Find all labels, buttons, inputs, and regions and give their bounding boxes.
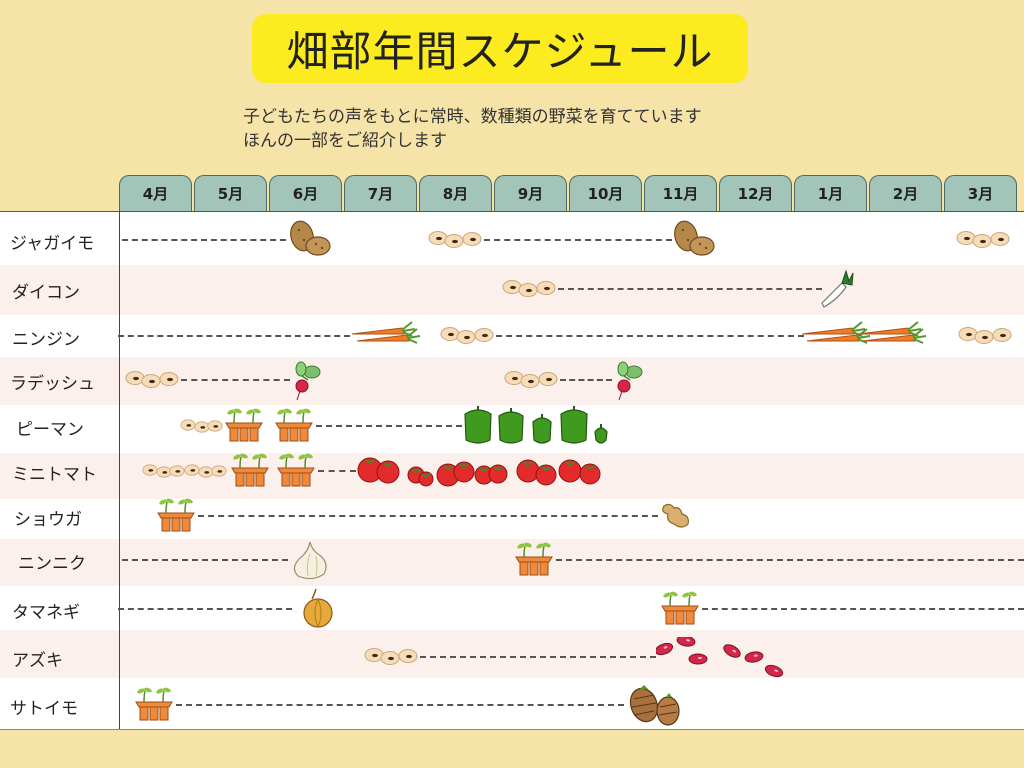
month-tab: 1月: [794, 175, 867, 211]
seedling-pot-icon: [275, 407, 313, 442]
seeds-icon: [125, 371, 179, 388]
vegetable-label: タマネギ: [12, 603, 80, 623]
subtitle-line-2: ほんの一部をご紹介します: [243, 131, 447, 151]
title-banner: 畑部年間スケジュール: [252, 14, 748, 83]
month-tab: 6月: [269, 175, 342, 211]
schedule-dash-line: [118, 335, 350, 337]
carrot-icon: [351, 321, 421, 344]
schedule-dash-line: [316, 425, 462, 427]
schedule-row: [0, 630, 1024, 678]
schedule-dash-line: [420, 656, 656, 658]
month-tab: 8月: [419, 175, 492, 211]
daikon-icon: [821, 269, 854, 308]
schedule-row: [0, 212, 1024, 265]
schedule-dash-line: [702, 608, 1024, 610]
schedule-dash-line: [118, 608, 292, 610]
taro-icon: [629, 685, 680, 726]
schedule-row: [0, 539, 1024, 586]
vegetable-label: ミニトマト: [12, 465, 97, 485]
schedule-dash-line: [484, 239, 672, 241]
schedule-dash-line: [558, 288, 822, 290]
seeds-icon: [428, 231, 482, 248]
vegetable-label: ダイコン: [12, 283, 80, 303]
carrot-icon: [857, 321, 927, 344]
seedling-pot-icon: [225, 407, 263, 442]
seeds-icon: [956, 231, 1010, 248]
vegetable-label: ニンニク: [18, 554, 86, 574]
seeds-icon: [502, 280, 556, 297]
month-tab: 5月: [194, 175, 267, 211]
seedling-pot-icon: [661, 590, 699, 625]
seeds-icon: [440, 327, 494, 344]
garlic-icon: [293, 541, 327, 580]
schedule-dash-line: [122, 559, 288, 561]
schedule-dash-line: [198, 515, 658, 517]
schedule-dash-line: [318, 470, 356, 472]
seedling-pot-icon: [277, 452, 315, 487]
radish-icon: [617, 361, 643, 401]
tomato-icon: [357, 457, 601, 487]
vegetable-label: アズキ: [12, 651, 63, 671]
month-tab: 7月: [344, 175, 417, 211]
schedule-dash-line: [122, 239, 286, 241]
seeds-icon: [184, 464, 227, 478]
vegetable-label: ニンジン: [12, 330, 80, 350]
seedling-pot-icon: [515, 541, 553, 576]
seeds-icon: [142, 464, 185, 478]
month-tab: 4月: [119, 175, 192, 211]
vegetable-label: ラデッシュ: [10, 374, 95, 394]
carrot-icon: [801, 321, 871, 344]
schedule-dash-line: [496, 335, 804, 337]
schedule-dash-line: [556, 559, 1024, 561]
schedule-dash-line: [181, 379, 290, 381]
potato-icon: [290, 220, 331, 256]
green-pepper-icon: [464, 406, 608, 444]
seeds-icon: [364, 648, 418, 665]
schedule-dash-line: [176, 704, 624, 706]
month-tab: 10月: [569, 175, 642, 211]
month-tab: 11月: [644, 175, 717, 211]
subtitle-line-1: 子どもたちの声をもとに常時、数種類の野菜を育てています: [243, 107, 702, 127]
seedling-pot-icon: [135, 686, 173, 721]
grid-left-line: [119, 211, 120, 730]
vegetable-label: ジャガイモ: [10, 234, 95, 254]
vegetable-label: ショウガ: [14, 510, 82, 530]
month-tab: 3月: [944, 175, 1017, 211]
month-tab: 9月: [494, 175, 567, 211]
vegetable-label: サトイモ: [10, 699, 78, 719]
month-tab: 12月: [719, 175, 792, 211]
seeds-icon: [180, 419, 223, 433]
page-title: 畑部年間スケジュール: [286, 27, 714, 76]
seedling-pot-icon: [157, 497, 195, 532]
azuki-bean-icon: [656, 637, 784, 678]
ginger-icon: [662, 503, 689, 528]
grid-bottom-line: [0, 729, 1024, 730]
schedule-row: [0, 499, 1024, 539]
onion-icon: [303, 588, 333, 628]
radish-icon: [295, 361, 321, 401]
schedule-dash-line: [560, 379, 612, 381]
vegetable-label: ピーマン: [16, 420, 84, 440]
seedling-pot-icon: [231, 452, 269, 487]
schedule-row: [0, 453, 1024, 499]
grid-top-line: [0, 211, 1024, 212]
potato-icon: [674, 220, 715, 256]
seeds-icon: [958, 327, 1012, 344]
month-tab: 2月: [869, 175, 942, 211]
seeds-icon: [504, 371, 558, 388]
